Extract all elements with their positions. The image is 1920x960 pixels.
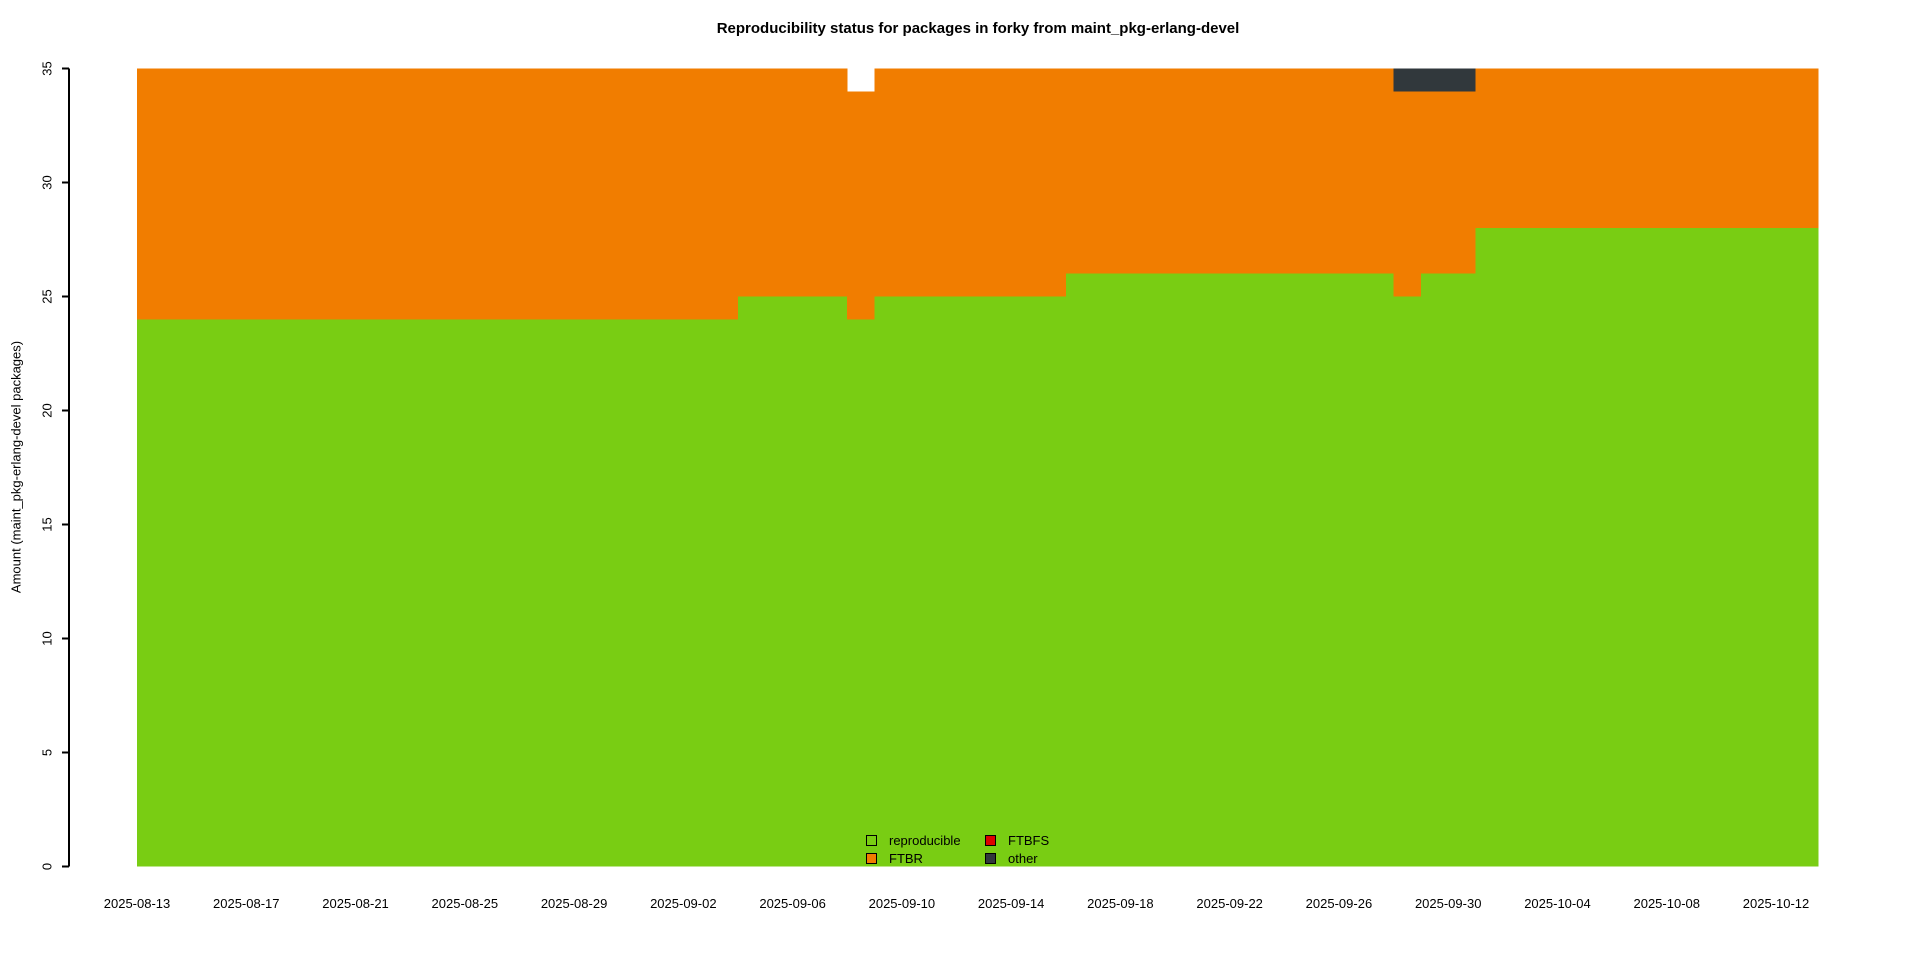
legend-label-ftbr: FTBR [889, 851, 923, 866]
y-tick-label: 25 [40, 289, 55, 303]
reproducible-area-segment [1420, 273, 1477, 867]
legend: reproducible FTBFS FTBR other [866, 833, 1049, 866]
y-tick-label: 35 [40, 61, 55, 75]
legend-swatch-other [985, 853, 996, 864]
reproducible-area-segment [1393, 296, 1422, 867]
x-tick-label: 2025-09-18 [1087, 896, 1154, 911]
x-tick-label: 2025-10-08 [1633, 896, 1700, 911]
x-tick-label: 2025-09-06 [759, 896, 826, 911]
legend-label-other: other [1008, 851, 1038, 866]
legend-swatch-ftbfs [985, 835, 996, 846]
reproducible-area-segment [1065, 273, 1395, 867]
x-tick-label: 2025-09-26 [1306, 896, 1373, 911]
y-tick-label: 20 [40, 403, 55, 417]
x-tick-label: 2025-08-13 [104, 896, 171, 911]
legend-item-reproducible: reproducible [866, 833, 985, 848]
legend-item-ftbfs: FTBFS [985, 833, 1049, 848]
legend-item-other: other [985, 851, 1049, 866]
y-tick-label: 5 [40, 749, 55, 756]
x-tick-label: 2025-09-22 [1196, 896, 1263, 911]
x-tick-label: 2025-09-30 [1415, 896, 1482, 911]
chart-title: Reproducibility status for packages in f… [716, 20, 1240, 37]
x-tick-label: 2025-08-25 [432, 896, 499, 911]
x-tick-label: 2025-08-21 [322, 896, 389, 911]
reproducible-area-segment [1475, 228, 1819, 867]
reproducible-area-segment [737, 296, 848, 867]
x-tick-label: 2025-09-14 [978, 896, 1045, 911]
x-tick-label: 2025-10-12 [1743, 896, 1810, 911]
legend-swatch-reproducible [866, 835, 877, 846]
legend-swatch-ftbr [866, 853, 877, 864]
x-tick-label: 2025-08-29 [541, 896, 608, 911]
x-tick-label: 2025-09-02 [650, 896, 717, 911]
x-tick-label: 2025-08-17 [213, 896, 280, 911]
y-tick-label: 10 [40, 631, 55, 645]
legend-item-ftbr: FTBR [866, 851, 985, 866]
reproducible-area-segment [874, 296, 1067, 867]
legend-label-ftbfs: FTBFS [1008, 833, 1050, 848]
reproducible-area-segment [137, 319, 739, 867]
y-tick-label: 15 [40, 517, 55, 531]
y-tick-label: 0 [40, 863, 55, 870]
legend-label-reproducible: reproducible [889, 833, 961, 848]
reproducible-area-segment [847, 319, 876, 867]
x-tick-label: 2025-10-04 [1524, 896, 1591, 911]
x-tick-label: 2025-09-10 [869, 896, 936, 911]
y-tick-label: 30 [40, 175, 55, 189]
